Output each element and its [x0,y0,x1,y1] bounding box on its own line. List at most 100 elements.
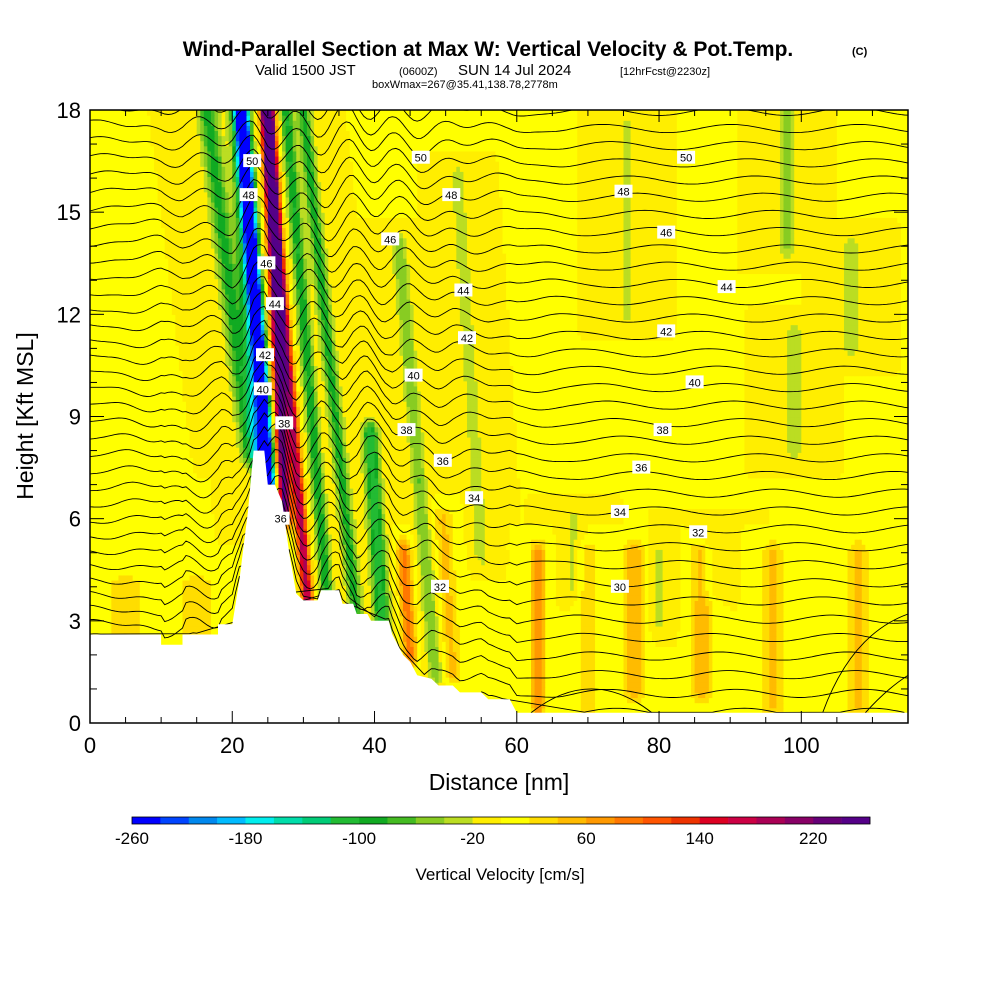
w-cell [705,677,710,683]
w-cell [865,661,870,668]
w-cell [655,636,660,642]
w-cell [595,671,600,678]
w-cell [218,615,223,622]
w-cell [627,651,632,658]
w-cell [744,615,749,622]
w-cell [452,661,457,668]
w-cell [545,646,550,653]
w-cell [858,666,863,673]
w-cell [747,620,753,627]
w-cell [755,615,760,622]
w-cell [900,702,906,709]
w-cell [712,641,717,647]
w-cell [488,631,493,637]
w-cell [616,620,621,627]
w-cell [637,636,642,642]
w-cell [644,625,649,632]
w-cell [705,666,710,673]
w-cell [591,625,596,632]
w-cell [598,620,603,627]
w-cell [93,610,98,617]
w-cell [584,707,589,714]
w-cell [723,656,728,663]
w-cell [669,697,674,704]
w-cell [847,625,852,632]
w-cell [836,620,842,627]
w-cell [758,702,763,709]
w-cell [886,651,891,658]
w-cell [712,671,717,678]
w-cell [826,671,831,678]
w-cell [420,656,425,663]
w-cell [474,615,479,622]
w-cell [737,656,742,663]
w-cell [459,625,465,632]
w-cell [772,651,778,658]
w-cell [883,682,888,688]
w-cell [456,625,461,632]
w-cell [740,707,745,714]
w-cell [122,615,127,622]
w-cell [193,615,198,622]
w-cell [861,651,866,658]
w-cell [577,646,582,653]
w-cell [715,697,721,704]
w-cell [548,631,553,637]
w-cell [548,666,553,673]
w-cell [779,682,785,688]
w-cell [605,702,610,709]
w-cell [769,631,774,637]
w-cell [794,620,799,627]
w-cell [819,666,824,673]
w-cell [790,641,795,647]
w-cell [886,641,891,647]
w-cell [168,641,173,647]
w-cell [484,631,489,637]
w-cell [783,615,788,622]
w-cell [392,620,397,627]
w-cell [431,677,436,683]
w-cell [470,661,475,668]
w-cell [637,646,642,653]
w-cell [762,687,767,693]
w-cell [449,610,454,617]
w-cell [520,651,525,658]
w-cell [715,646,721,653]
w-cell [132,625,137,632]
w-cell [477,651,482,658]
w-cell [733,636,738,642]
w-cell [431,631,436,637]
w-cell [402,636,408,642]
w-cell [566,697,571,704]
w-cell [715,636,721,642]
w-cell [445,666,450,673]
w-cell [673,641,678,647]
w-cell [819,682,824,688]
w-cell [538,631,543,637]
w-cell [783,702,788,709]
w-cell [740,620,745,627]
w-cell [890,646,895,653]
w-cell [637,692,642,699]
w-cell [641,610,646,617]
w-cell [168,636,173,642]
w-cell [563,687,568,693]
w-cell [609,615,614,622]
w-cell [776,646,781,653]
w-cell [726,620,731,627]
w-cell [154,620,159,627]
w-cell [776,702,781,709]
w-cell [623,641,628,647]
w-cell [826,661,831,668]
w-cell [879,702,884,709]
w-cell [868,671,874,678]
w-cell [609,631,614,637]
w-cell [399,615,404,622]
w-cell [474,666,479,673]
w-cell [886,661,891,668]
w-cell [669,692,674,699]
w-cell [669,687,674,693]
w-cell [513,666,518,673]
w-cell [673,671,678,678]
w-cell [545,641,550,647]
